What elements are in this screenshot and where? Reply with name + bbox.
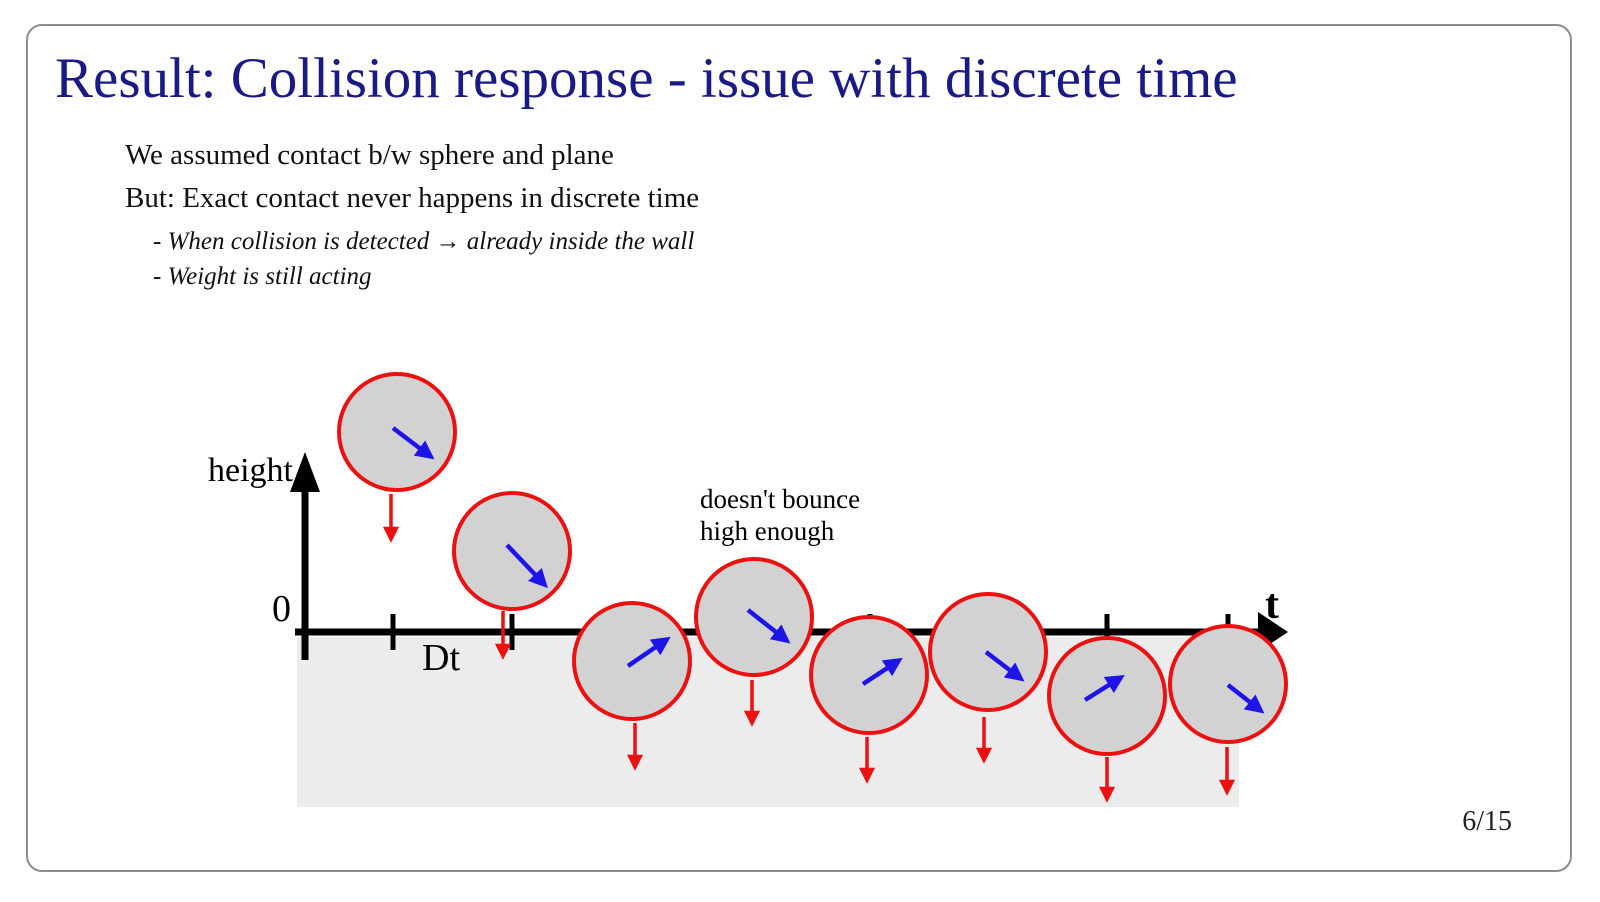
height-axis-label: height [208, 452, 294, 489]
annotation-text: high enough [700, 516, 835, 546]
slide-title: Result: Collision response - issue with … [55, 47, 1238, 110]
bullet-item: - Weight is still acting [153, 263, 372, 290]
height-axis-arrowhead-icon [290, 452, 320, 492]
body-text-line: But: Exact contact never happens in disc… [125, 182, 700, 214]
ball-sample [1168, 624, 1288, 796]
ball-sample [809, 615, 929, 784]
ball-sample [452, 491, 572, 660]
bullet-item: - When collision is detected → already i… [153, 228, 695, 255]
sphere [1047, 636, 1167, 756]
velocity-arrow-icon [984, 650, 1025, 682]
velocity-arrow-icon [746, 608, 791, 644]
page-number: 6/15 [1462, 806, 1512, 837]
velocity-arrow-icon [1083, 674, 1125, 702]
ball-sample [928, 592, 1048, 764]
velocity-arrow-icon [1226, 683, 1265, 714]
time-axis-label: t [1265, 582, 1279, 628]
annotation-text: doesn't bounce [700, 484, 860, 514]
sphere [809, 615, 929, 735]
ball-sample [1047, 636, 1167, 803]
body-text-line: We assumed contact b/w sphere and plane [125, 139, 614, 171]
velocity-arrow-icon [861, 657, 903, 686]
ball-sample [694, 557, 814, 727]
origin-label: 0 [272, 588, 291, 630]
ball-sample [572, 601, 692, 771]
velocity-arrow-icon [505, 543, 548, 589]
balls-layer [337, 372, 1288, 803]
timestep-label: Dt [422, 637, 460, 679]
ball-sample [337, 372, 457, 543]
sphere [1168, 624, 1288, 744]
velocity-arrow-icon [391, 426, 435, 460]
velocity-arrow-icon [626, 636, 671, 668]
